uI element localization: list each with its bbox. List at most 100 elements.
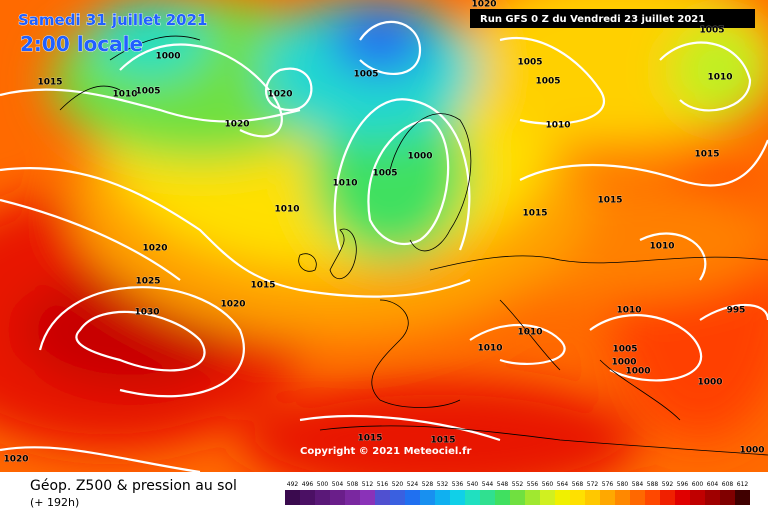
colorbar-swatch	[735, 490, 750, 505]
isobar-label: 1010	[616, 306, 641, 316]
colorbar-swatch	[420, 490, 435, 505]
isobar-label: 1010	[707, 73, 732, 83]
isobar-label: 1005	[135, 87, 160, 97]
colorbar-swatch	[465, 490, 480, 505]
isobar-label: 1005	[372, 169, 397, 179]
isobar-label: 1015	[694, 150, 719, 160]
isobar-label: 1030	[134, 308, 159, 318]
isobar-label: 1015	[37, 78, 62, 88]
colorbar-swatch	[495, 490, 510, 505]
run-label: Run GFS 0 Z du Vendredi 23 juillet 2021	[480, 14, 705, 25]
colorbar-swatch	[525, 490, 540, 505]
colorbar-swatch	[480, 490, 495, 505]
colorbar-swatch	[435, 490, 450, 505]
map-date: Samedi 31 juillet 2021	[18, 11, 208, 29]
footer-title: Géop. Z500 & pression au sol	[30, 478, 237, 494]
isobar-label: 1010	[517, 328, 542, 338]
isobar-label: 1010	[649, 242, 674, 252]
colorbar-label: 504	[332, 481, 344, 488]
isobar-label-group: 1015101010051000102010201005100010051010…	[3, 0, 765, 465]
colorbar-label: 536	[452, 481, 464, 488]
colorbar-swatch	[345, 490, 360, 505]
colorbar-swatch	[660, 490, 675, 505]
colorbar-label: 612	[737, 481, 749, 488]
colorbar-swatch	[330, 490, 345, 505]
colorbar-swatch	[300, 490, 315, 505]
isobar-label: 1010	[332, 179, 357, 189]
colorbar-swatch	[450, 490, 465, 505]
isobar-label: 1000	[407, 152, 432, 162]
colorbar-swatch	[600, 490, 615, 505]
copyright: Copyright © 2021 Meteociel.fr	[300, 446, 471, 457]
isobar-label: 1010	[545, 121, 570, 131]
isobar-label: 1020	[220, 300, 245, 310]
colorbar-swatch	[570, 490, 585, 505]
colorbar-swatch	[285, 490, 300, 505]
colorbar-label: 552	[512, 481, 524, 488]
colorbar-label: 520	[392, 481, 404, 488]
colorbar-swatch	[540, 490, 555, 505]
isobar-label: 1010	[112, 90, 137, 100]
colorbar-label: 500	[317, 481, 329, 488]
isobar-label: 1020	[142, 244, 167, 254]
colorbar-label: 556	[527, 481, 539, 488]
colorbar-swatch	[375, 490, 390, 505]
colorbar-label: 524	[407, 481, 419, 488]
colorbar-label: 528	[422, 481, 434, 488]
colorbar-label: 564	[557, 481, 569, 488]
map-field	[0, 0, 768, 472]
isobar-label: 1005	[699, 26, 724, 36]
colorbar-label: 592	[662, 481, 674, 488]
isobar-label: 1005	[535, 77, 560, 87]
isobar-label: 1000	[611, 358, 636, 368]
isobar-label: 995	[727, 306, 746, 316]
map-time: 2:00 locale	[20, 32, 143, 56]
colorbar-label: 584	[632, 481, 644, 488]
isobar-label: 1010	[274, 205, 299, 215]
colorbar-label: 596	[677, 481, 689, 488]
colorbar-label: 496	[302, 481, 314, 488]
isobar-label: 1005	[517, 58, 542, 68]
isobar-label: 1015	[522, 209, 547, 219]
colorbar-swatch	[645, 490, 660, 505]
colorbar-label: 508	[347, 481, 359, 488]
colorbar-label: 600	[692, 481, 704, 488]
isobar-label: 1000	[625, 367, 650, 377]
isobar-label: 1015	[430, 436, 455, 446]
colorbar-label: 604	[707, 481, 719, 488]
isobar-label: 1020	[224, 120, 249, 130]
colorbar-swatch	[615, 490, 630, 505]
colorbar-swatch	[315, 490, 330, 505]
isobar-label: 1025	[135, 277, 160, 287]
isobar-label: 1000	[155, 52, 180, 62]
colorbar-swatch	[585, 490, 600, 505]
colorbar-label: 512	[362, 481, 374, 488]
colorbar-label: 492	[287, 481, 299, 488]
isobar-label: 1015	[250, 281, 275, 291]
isobar-label: 1000	[739, 446, 764, 456]
isobar-label: 1020	[471, 0, 496, 10]
isobars	[0, 20, 768, 472]
colorbar-label: 516	[377, 481, 389, 488]
colorbar-label: 544	[482, 481, 494, 488]
colorbar-label: 532	[437, 481, 449, 488]
colorbar-label: 560	[542, 481, 554, 488]
isobar-label: 1000	[697, 378, 722, 388]
isobar-label: 1015	[357, 434, 382, 444]
colorbar-swatch	[405, 490, 420, 505]
colorbar-label: 580	[617, 481, 629, 488]
colorbar: 492 496 500 504 508 512 516 520 524 528 532 536 540 5…	[285, 481, 750, 505]
isobar-label: 1020	[267, 90, 292, 100]
colorbar-swatch	[360, 490, 375, 505]
run-box	[470, 9, 755, 28]
colorbar-swatch	[690, 490, 705, 505]
isobar-label: 1010	[477, 344, 502, 354]
colorbar-swatch	[720, 490, 735, 505]
isobar-label: 1020	[3, 455, 28, 465]
colorbar-swatch	[705, 490, 720, 505]
colorbar-swatch	[510, 490, 525, 505]
colorbar-swatch	[390, 490, 405, 505]
colorbar-label: 608	[722, 481, 734, 488]
colorbar-label: 568	[572, 481, 584, 488]
